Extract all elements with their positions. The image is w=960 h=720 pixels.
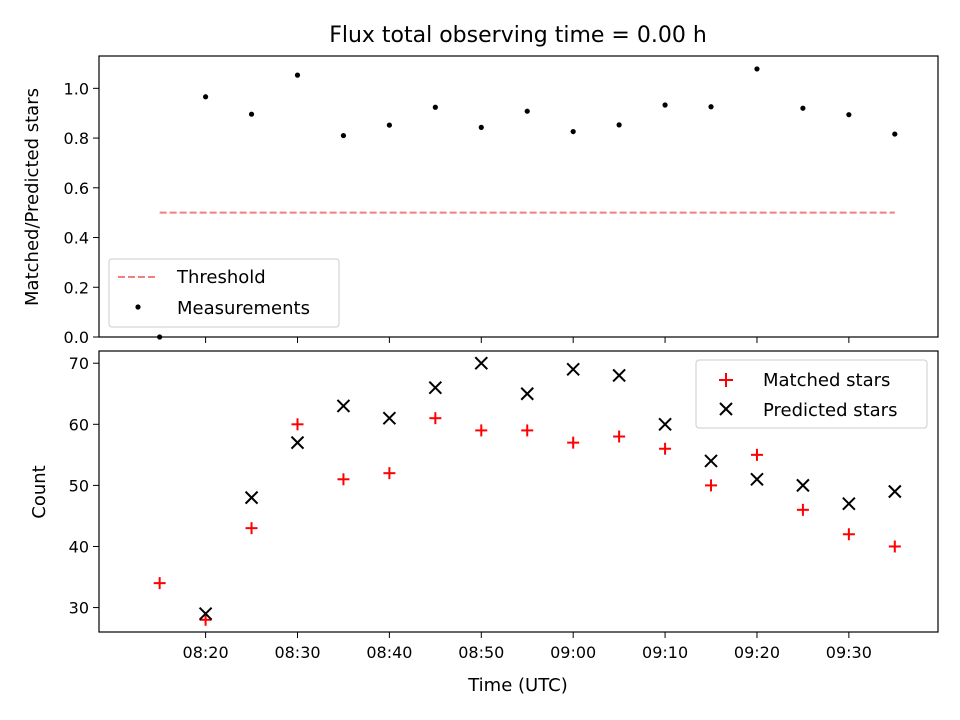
- matched-star-point: [888, 540, 901, 553]
- measurement-point: [248, 111, 255, 117]
- measurement-point: [202, 94, 209, 100]
- measurement-point: [432, 104, 438, 110]
- predicted-star-point: [474, 356, 488, 370]
- predicted-star-point: [290, 435, 305, 450]
- predicted-star-point: [336, 399, 351, 413]
- x-tick-label: 09:00: [550, 643, 596, 662]
- ratio-panel-frame: [98, 55, 939, 338]
- matched-star-point: [796, 503, 809, 516]
- ratio-legend-box: [108, 258, 340, 328]
- measurement-point: [892, 131, 898, 137]
- matched-star-point: [429, 412, 442, 425]
- y-tick-label: 50: [69, 476, 89, 495]
- measurement-point: [478, 124, 484, 130]
- measurement-point: [708, 104, 714, 110]
- matched-star-point: [567, 436, 580, 449]
- legend-predicted-swatch: [719, 402, 733, 416]
- matched-star-point: [245, 522, 258, 535]
- predicted-star-point: [750, 472, 764, 486]
- y-tick-label: 0.8: [64, 129, 89, 148]
- y-tick-label: 60: [69, 415, 89, 434]
- measurement-point: [754, 66, 760, 72]
- predicted-star-point: [382, 411, 397, 425]
- matched-star-point: [613, 430, 626, 443]
- predicted-star-point: [612, 368, 626, 383]
- predicted-star-point: [704, 454, 718, 468]
- ratio-x-ticks: [205, 337, 850, 343]
- x-tick-label: 09:20: [734, 643, 780, 662]
- matched-star-point: [705, 479, 718, 492]
- y-tick-label: 30: [69, 599, 89, 618]
- x-tick-label: 08:50: [458, 643, 504, 662]
- measurement-point: [340, 132, 347, 139]
- predicted-star-point: [566, 362, 580, 377]
- count-x-ticks: 08:20 08:30 08:40 08:50 09:00 09:10 09:20 09:30: [183, 632, 872, 662]
- matched-star-point: [291, 418, 304, 431]
- predicted-star-point: [842, 497, 856, 511]
- ratio-marks: [157, 66, 898, 340]
- matched-star-point: [383, 467, 396, 480]
- measurement-point: [294, 72, 301, 78]
- count-panel: 30 40 50 60 70 08:20 08:30 08:40 08:50 09:00 09:1…: [29, 350, 939, 662]
- predicted-star-point: [796, 478, 810, 493]
- matched-star-point: [521, 424, 534, 437]
- measurement-point: [386, 122, 392, 128]
- count-legend-box: [695, 359, 928, 429]
- measurement-point: [570, 128, 576, 135]
- legend-matched-label: Matched stars: [763, 370, 890, 391]
- x-tick-label: 08:30: [274, 643, 320, 662]
- matched-star-point: [475, 424, 488, 437]
- count-marks: [153, 356, 902, 626]
- matched-star-point: [659, 442, 672, 455]
- ratio-y-ticks: 0.0 0.2 0.4 0.6 0.8 1.0: [64, 79, 99, 347]
- legend-threshold-label: Threshold: [176, 267, 266, 288]
- y-tick-label: 0.4: [64, 229, 89, 248]
- predicted-star-point: [428, 380, 443, 395]
- legend-measurements-label: Measurements: [177, 298, 310, 319]
- ratio-y-axis-label: Matched/Predicted stars: [22, 88, 43, 306]
- y-tick-label: 1.0: [64, 79, 89, 98]
- matched-star-point: [337, 473, 350, 486]
- predicted-star-point: [198, 606, 213, 621]
- count-panel-frame: [98, 350, 939, 633]
- count-legend: Matched stars Predicted stars: [695, 359, 928, 429]
- legend-measurements-swatch: [135, 304, 141, 310]
- predicted-star-point: [658, 417, 672, 432]
- ratio-panel: 0.0 0.2 0.4 0.6 0.8 1.0 Matched/Predicted sta…: [22, 55, 939, 347]
- x-tick-label: 09:10: [642, 643, 688, 662]
- x-tick-label: 08:40: [366, 643, 412, 662]
- y-tick-label: 0.0: [64, 328, 89, 347]
- measurement-point: [524, 108, 530, 114]
- measurement-point: [616, 122, 622, 128]
- measurement-point: [846, 112, 852, 118]
- y-tick-label: 70: [69, 354, 89, 373]
- count-y-ticks: 30 40 50 60 70: [69, 354, 99, 618]
- chart-title: Flux total observing time = 0.00 h: [329, 23, 707, 48]
- count-y-axis-label: Count: [29, 465, 50, 518]
- y-tick-label: 40: [69, 537, 89, 556]
- measurement-point: [662, 102, 668, 108]
- matched-star-point: [153, 577, 166, 590]
- x-axis-label: Time (UTC): [467, 675, 568, 696]
- y-tick-label: 0.2: [64, 278, 89, 297]
- legend-predicted-label: Predicted stars: [763, 400, 897, 421]
- predicted-star-point: [888, 484, 902, 499]
- x-tick-label: 08:20: [183, 643, 229, 662]
- ratio-legend: Threshold Measurements: [108, 258, 340, 328]
- matched-star-point: [750, 448, 763, 461]
- measurement-point: [157, 334, 163, 340]
- matched-star-point: [199, 613, 212, 626]
- y-tick-label: 0.6: [64, 179, 89, 198]
- predicted-star-point: [244, 490, 259, 505]
- measurement-point: [800, 105, 806, 111]
- predicted-star-point: [520, 387, 534, 401]
- x-tick-label: 09:30: [826, 643, 872, 662]
- legend-matched-swatch: [719, 373, 733, 387]
- matched-star-point: [842, 528, 855, 541]
